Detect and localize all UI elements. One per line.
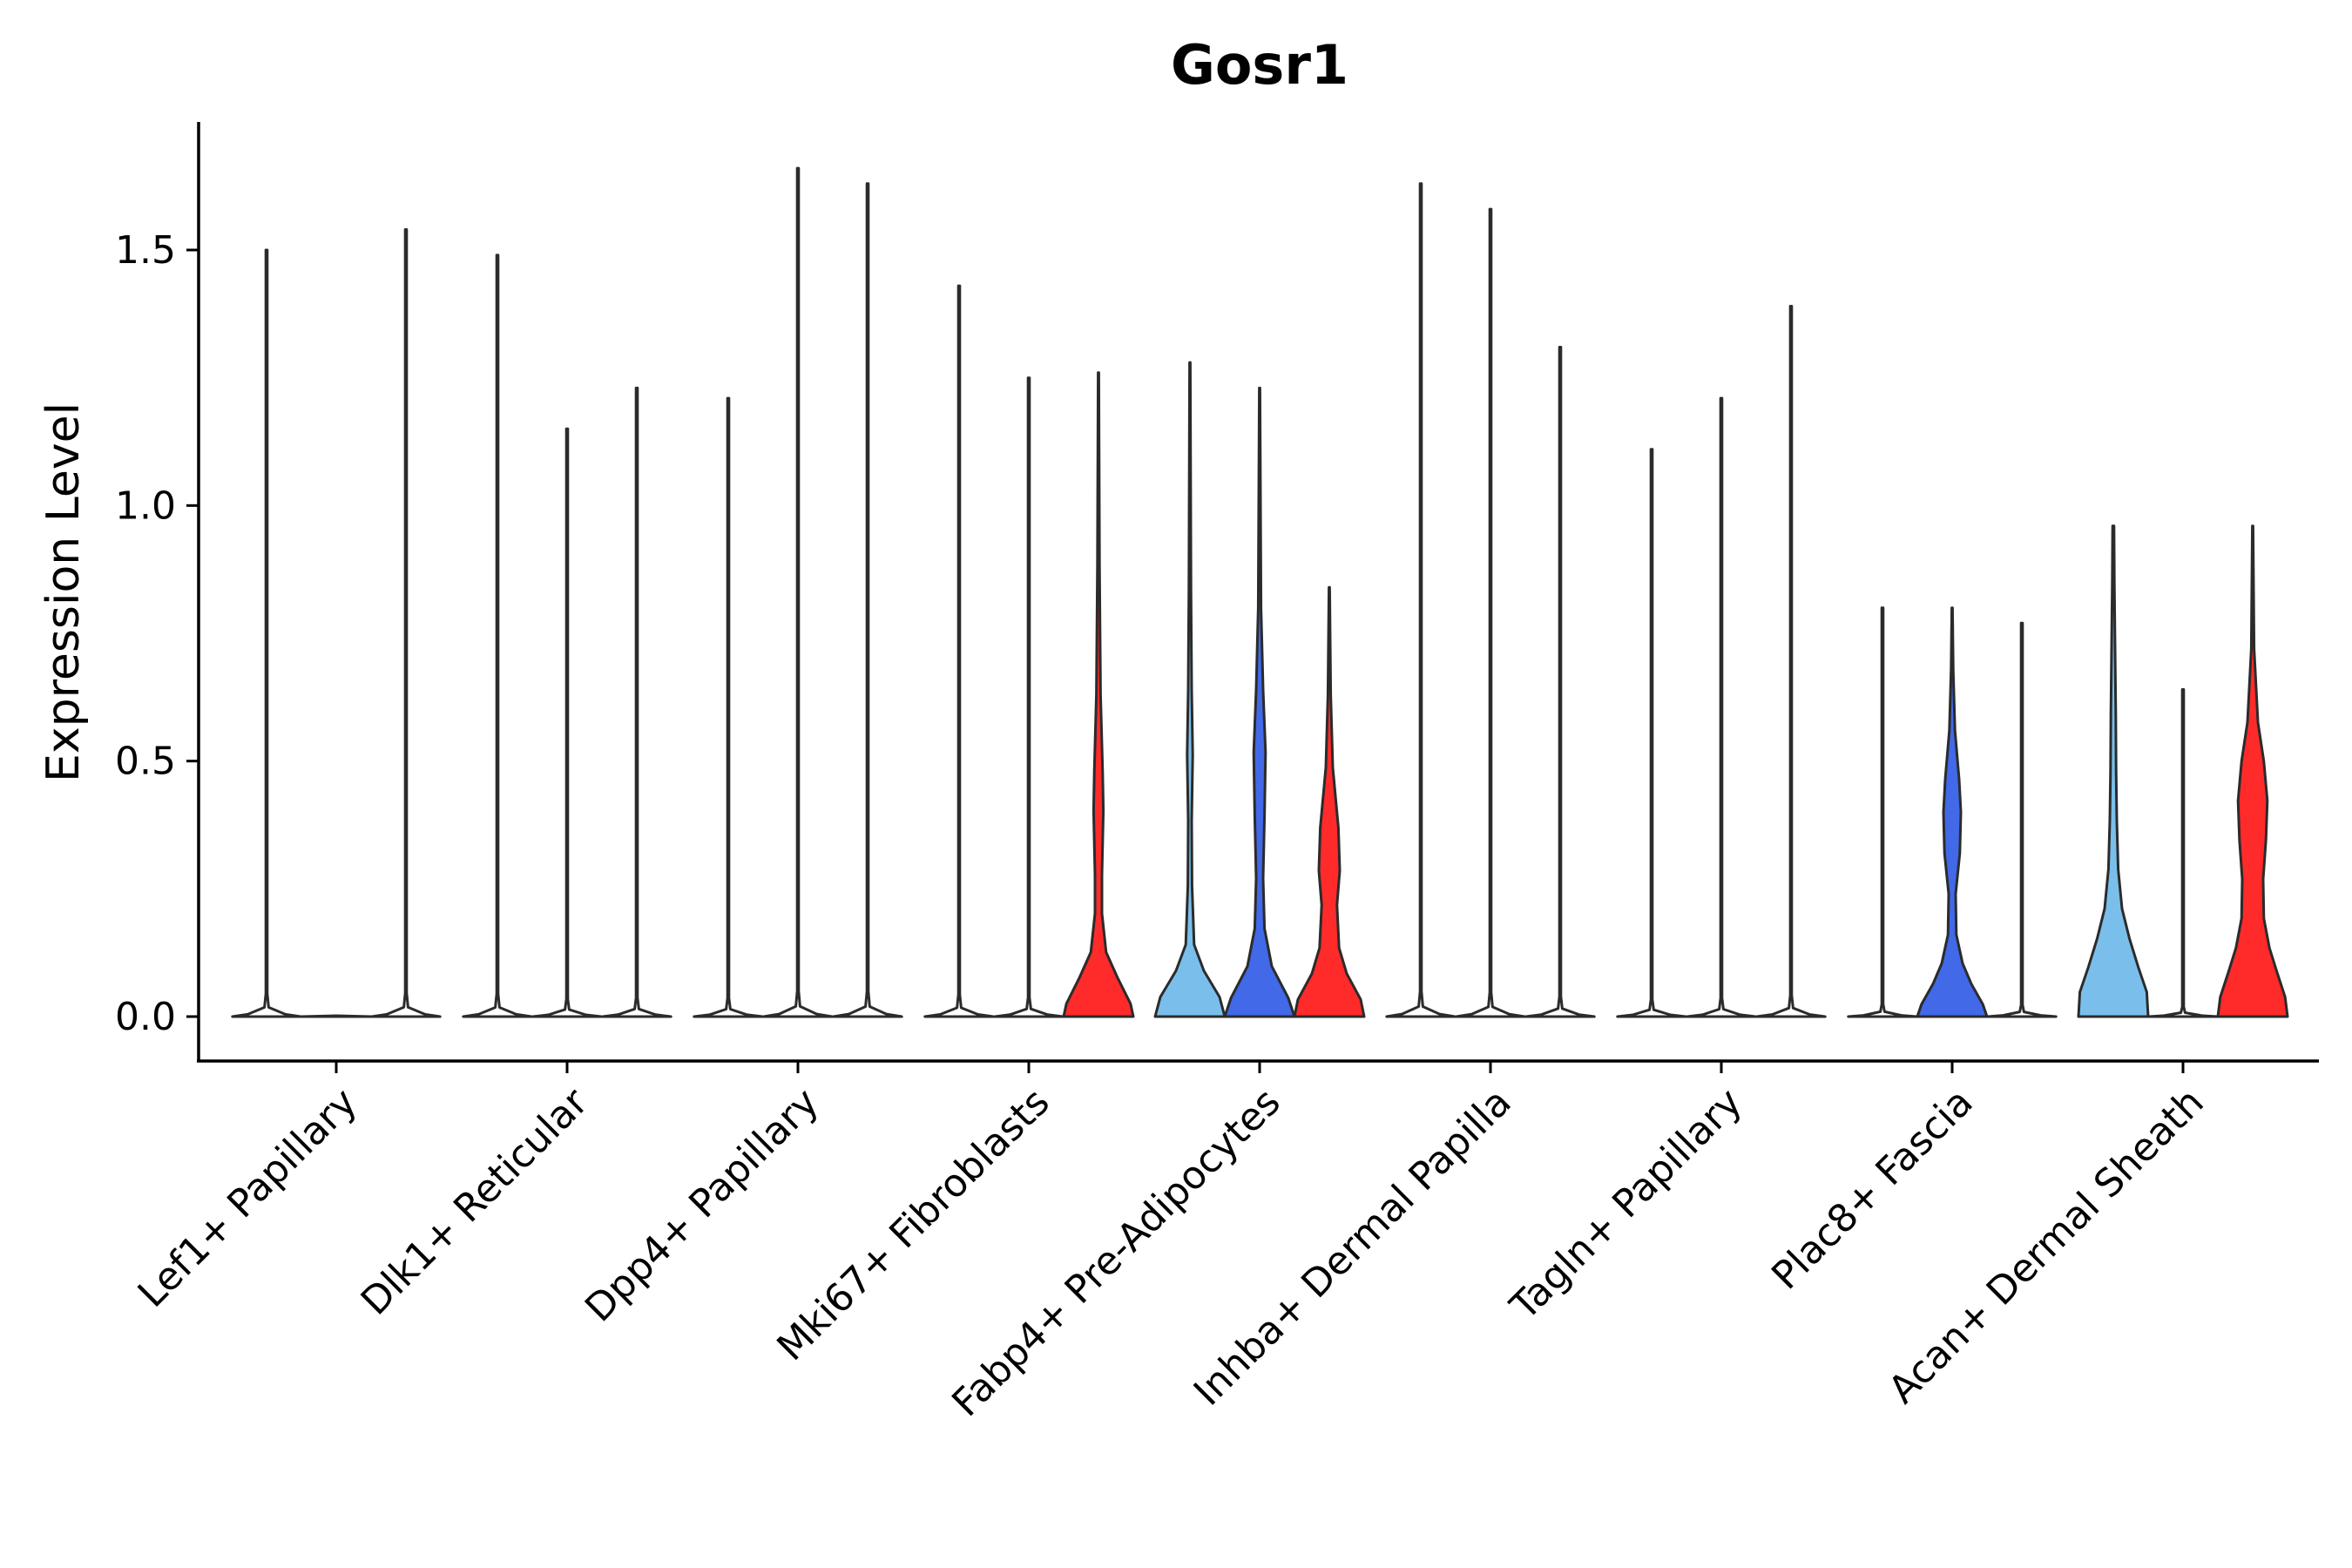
violin-7-0 (1847, 606, 1918, 1018)
violin-3-0 (923, 284, 995, 1018)
violin-6-2 (1755, 305, 1827, 1018)
x-category-label: Plac8+ Fascia (1763, 1080, 1982, 1299)
violin-4-2 (1293, 585, 1366, 1018)
violin-0-0 (231, 248, 302, 1018)
violin-1-1 (531, 427, 603, 1018)
violin-5-0 (1385, 182, 1456, 1018)
violin-2-2 (832, 182, 903, 1018)
violin-group (231, 166, 2289, 1018)
violin-3-2 (1062, 371, 1135, 1018)
violin-1-0 (462, 253, 533, 1018)
x-category-label: Tagln+ Papillary (1502, 1080, 1751, 1329)
violin-8-0 (2077, 524, 2150, 1018)
y-tick-label: 1.5 (115, 228, 176, 273)
x-category-label: Dpp4+ Papillary (577, 1080, 828, 1331)
violin-2-0 (693, 396, 764, 1018)
y-tick-label: 0.5 (115, 740, 176, 784)
violin-1-2 (601, 386, 672, 1018)
violin-5-1 (1455, 207, 1526, 1018)
violin-8-2 (2216, 524, 2289, 1018)
violin-6-1 (1686, 396, 1757, 1018)
y-tick-label: 0.0 (115, 995, 176, 1039)
y-ticks: 0.0 0.5 1.0 1.5 (115, 228, 199, 1039)
violin-0-1 (300, 1014, 373, 1018)
violin-0-2 (370, 228, 442, 1018)
violin-8-1 (2147, 688, 2219, 1018)
violin-6-0 (1616, 448, 1687, 1018)
violin-2-1 (762, 166, 834, 1018)
violin-3-1 (993, 376, 1064, 1018)
violin-7-1 (1916, 606, 1989, 1018)
x-category-label: Dlk1+ Reticular (353, 1079, 598, 1324)
y-tick-label: 1.0 (115, 483, 176, 528)
violin-7-2 (1986, 621, 2058, 1018)
violin-4-0 (1153, 361, 1227, 1018)
violin-4-1 (1223, 386, 1296, 1018)
y-axis-label: Expression Level (37, 402, 90, 782)
violin-5-2 (1524, 346, 1596, 1018)
chart-title: Gosr1 (1171, 33, 1348, 97)
x-category-label: Lef1+ Papillary (130, 1080, 366, 1316)
axes (197, 122, 2319, 1063)
